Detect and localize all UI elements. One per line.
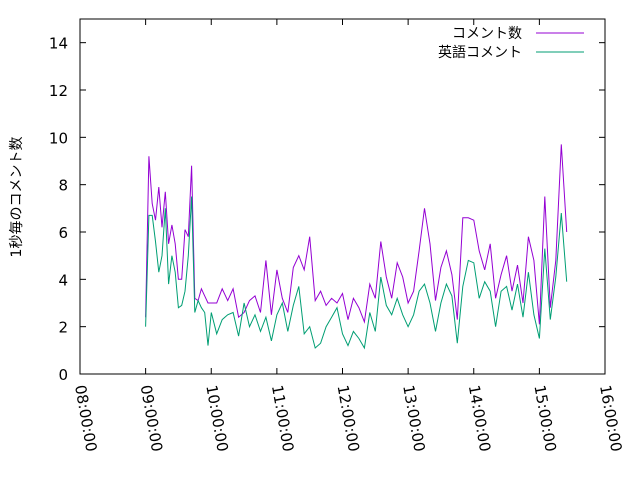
- y-axis-title: 1秒毎のコメント数: [9, 137, 25, 258]
- series-line-2: [145, 196, 568, 350]
- legend-label: コメント数: [452, 26, 522, 42]
- y-tick-label: 14: [49, 35, 68, 53]
- y-tick-label: 12: [49, 82, 68, 100]
- y-tick-label: 4: [58, 271, 68, 289]
- y-tick-label: 10: [49, 129, 68, 147]
- y-tick-label: 8: [58, 177, 68, 195]
- legend-label: 英語コメント: [438, 44, 522, 61]
- y-tick-label: 0: [58, 366, 68, 384]
- y-tick-label: 6: [58, 224, 68, 242]
- y-axis: 0 2 4 6 8 10 12 14: [49, 35, 605, 384]
- series-line-1: [145, 144, 568, 325]
- series-layer: [145, 144, 568, 350]
- y-tick-label: 2: [58, 319, 68, 337]
